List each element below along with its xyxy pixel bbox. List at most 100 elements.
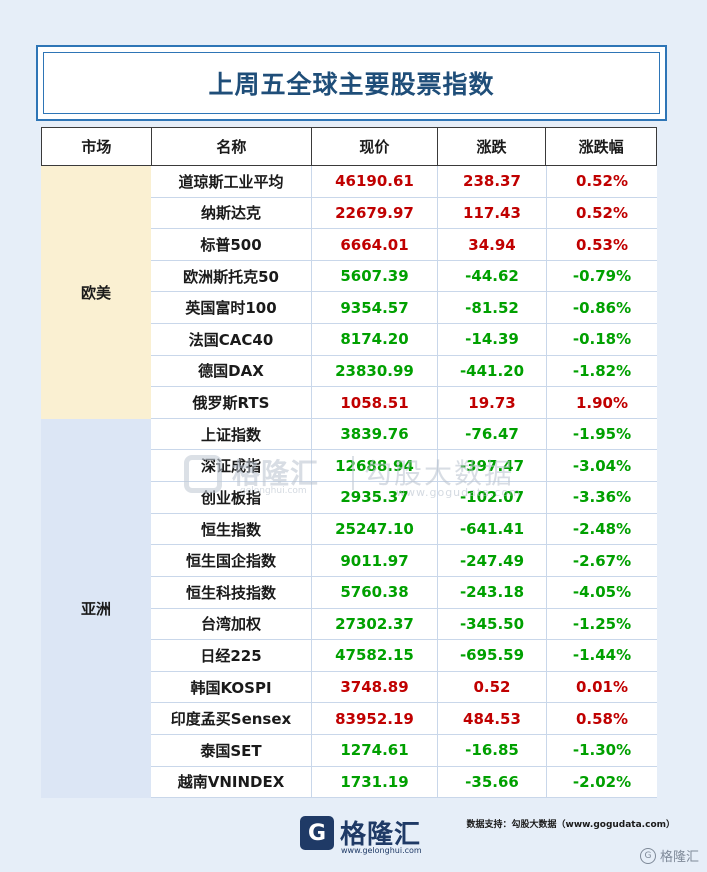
index-price: 3839.76 — [312, 418, 438, 450]
index-name: 上证指数 — [151, 418, 312, 450]
index-change-pct: -1.30% — [572, 741, 632, 760]
index-price: 2935.37 — [312, 482, 438, 513]
market-group: 欧美 — [41, 166, 151, 419]
index-name: 恒生国企指数 — [151, 545, 312, 576]
table-row: 印度孟买Sensex 83952.19 484.53 0.58% — [151, 703, 657, 735]
table-row: 恒生国企指数 9011.97 -247.49 -2.67% — [151, 545, 657, 577]
table-row: 越南VNINDEX 1731.19 -35.66 -2.02% — [151, 766, 657, 799]
index-name: 韩国KOSPI — [151, 671, 312, 703]
table-row: 俄罗斯RTS 1058.51 19.73 1.90% — [151, 387, 657, 419]
index-name: 恒生科技指数 — [151, 576, 312, 608]
index-price: 27302.37 — [312, 608, 438, 640]
index-name: 纳斯达克 — [151, 197, 312, 229]
index-change-pct: -0.86% — [572, 298, 632, 317]
header-change-pct: 涨跌幅 — [578, 138, 624, 156]
index-name: 创业板指 — [151, 482, 312, 513]
corner-brand: 格隆汇 — [659, 850, 699, 865]
index-change: 34.94 — [438, 229, 547, 260]
index-name: 欧洲斯托克50 — [151, 260, 312, 292]
index-price: 25247.10 — [312, 513, 438, 545]
index-change-pct: -2.48% — [572, 520, 632, 538]
index-change: -76.47 — [438, 418, 547, 450]
index-change: -81.52 — [438, 292, 547, 324]
table-row: 台湾加权 27302.37 -345.50 -1.25% — [151, 608, 657, 641]
index-change-pct: 0.01% — [575, 678, 629, 697]
index-change-pct: -2.67% — [572, 551, 632, 570]
table-row: 韩国KOSPI 3748.89 0.52 0.01% — [151, 671, 657, 704]
watermark-divider — [352, 456, 354, 490]
index-price: 3748.89 — [312, 671, 438, 703]
index-change: -345.50 — [438, 608, 547, 640]
header-market: 市场 — [42, 128, 152, 165]
index-price: 8174.20 — [312, 324, 438, 355]
index-price: 1731.19 — [312, 766, 438, 798]
index-name: 泰国SET — [151, 734, 312, 766]
index-change-pct: -0.18% — [572, 330, 632, 349]
table-rows: 道琼斯工业平均 46190.61 238.37 0.52% 纳斯达克 22679.97 11… — [151, 166, 657, 799]
watermark-brand-2: 勾股大数据 — [364, 457, 515, 490]
table-row: 英国富时100 9354.57 -81.52 -0.86% — [151, 292, 657, 325]
index-name: 恒生指数 — [151, 513, 312, 545]
index-price: 1058.51 — [312, 387, 438, 418]
index-change-pct: -1.44% — [572, 646, 632, 665]
index-change: 238.37 — [438, 166, 547, 197]
index-change: 19.73 — [438, 387, 547, 418]
index-change-pct: 0.58% — [575, 709, 629, 728]
table-row: 日经225 47582.15 -695.59 -1.44% — [151, 640, 657, 672]
table-body: 欧美 亚洲 道琼斯工业平均 46190.61 238.37 0.52% 纳斯达克 22679… — [41, 166, 657, 799]
index-change: -397.47 — [438, 450, 547, 482]
index-price: 6664.01 — [312, 229, 438, 260]
index-change-pct: -2.02% — [572, 772, 632, 791]
table-row: 恒生科技指数 5760.38 -243.18 -4.05% — [151, 576, 657, 609]
index-change-pct: -4.05% — [572, 583, 632, 602]
table-row: 标普500 6664.01 34.94 0.53% — [151, 229, 657, 261]
footer-logo-url: www.gelonghui.com — [341, 846, 422, 855]
table-row: 欧洲斯托克50 5607.39 -44.62 -0.79% — [151, 260, 657, 293]
index-price: 46190.61 — [312, 166, 438, 197]
index-name: 台湾加权 — [151, 608, 312, 640]
index-change-pct: 0.52% — [575, 203, 629, 222]
index-name: 印度孟买Sensex — [151, 703, 312, 734]
table-header: 市场 名称 现价 涨跌 涨跌幅 — [41, 127, 657, 166]
index-change-pct: -3.04% — [572, 456, 632, 475]
corner-watermark: G 格隆汇 — [639, 846, 699, 865]
index-table: 市场 名称 现价 涨跌 涨跌幅 欧美 亚洲 道琼斯工业平均 46190.61 238.… — [41, 127, 657, 799]
index-change: 0.52 — [438, 671, 547, 703]
index-change-pct: 1.90% — [575, 393, 629, 412]
table-row: 法国CAC40 8174.20 -14.39 -0.18% — [151, 324, 657, 356]
index-change-pct: -1.82% — [572, 361, 632, 380]
title-frame: 上周五全球主要股票指数 — [36, 45, 667, 121]
watermark-logo-icon — [184, 455, 222, 493]
index-change-pct: -1.95% — [572, 425, 632, 444]
market-group: 亚洲 — [41, 418, 151, 799]
index-change: -247.49 — [438, 545, 547, 576]
corner-logo-icon: G — [639, 847, 656, 864]
table-row: 泰国SET 1274.61 -16.85 -1.30% — [151, 734, 657, 767]
header-change: 涨跌 — [438, 128, 547, 165]
index-change-pct: -1.25% — [572, 614, 632, 633]
index-price: 9011.97 — [312, 545, 438, 576]
page-title: 上周五全球主要股票指数 — [43, 52, 660, 114]
footer-logo-icon: G — [300, 816, 334, 850]
index-name: 道琼斯工业平均 — [151, 166, 312, 197]
table-row: 纳斯达克 22679.97 117.43 0.52% — [151, 197, 657, 230]
index-change: -695.59 — [438, 640, 547, 671]
table-row: 恒生指数 25247.10 -641.41 -2.48% — [151, 513, 657, 546]
index-name: 英国富时100 — [151, 292, 312, 324]
index-change: -44.62 — [438, 260, 547, 292]
index-change: -441.20 — [438, 355, 547, 387]
watermark-url-2: www.gogudata.com — [396, 486, 521, 499]
table-row: 德国DAX 23830.99 -441.20 -1.82% — [151, 355, 657, 388]
header-price: 现价 — [312, 128, 438, 165]
index-name: 俄罗斯RTS — [151, 387, 312, 418]
index-change-pct: 0.52% — [575, 172, 629, 191]
index-change: -102.07 — [438, 482, 547, 513]
index-price: 23830.99 — [312, 355, 438, 387]
index-price: 47582.15 — [312, 640, 438, 671]
index-change: 484.53 — [438, 703, 547, 734]
index-change: -16.85 — [438, 734, 547, 766]
index-price: 12688.94 — [312, 450, 438, 482]
index-change-pct: -3.36% — [572, 488, 632, 507]
header-name: 名称 — [152, 128, 313, 165]
footer-logo-text: 格隆汇 — [340, 820, 422, 850]
